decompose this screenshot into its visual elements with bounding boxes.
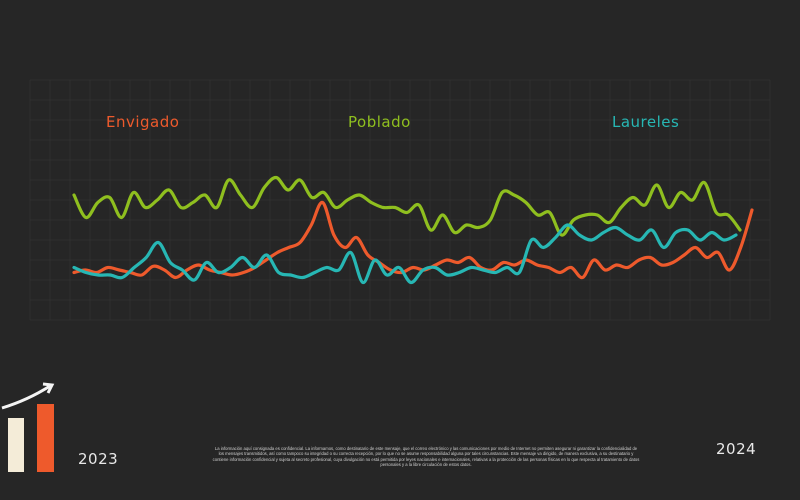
- year-end-label: 2024: [716, 440, 757, 458]
- logo-arrow: [1, 384, 51, 410]
- logo-bar-light: [8, 418, 24, 472]
- series-line-envigado: [72, 200, 754, 280]
- legend-label-laureles: Laureles: [612, 113, 680, 131]
- logo-arrowhead: [42, 382, 55, 394]
- series-line-poblado: [72, 175, 742, 237]
- bar-chart-growth-icon: [1, 382, 55, 472]
- year-start-label: 2023: [78, 450, 119, 468]
- series-line-laureles: [72, 223, 738, 285]
- logo-bar-accent: [37, 404, 54, 472]
- chart-series-lines: [72, 175, 754, 285]
- legal-disclaimer: La información aquí consignada es confid…: [212, 446, 640, 468]
- legend-label-envigado: Envigado: [106, 113, 180, 131]
- legend-label-poblado: Poblado: [348, 113, 411, 131]
